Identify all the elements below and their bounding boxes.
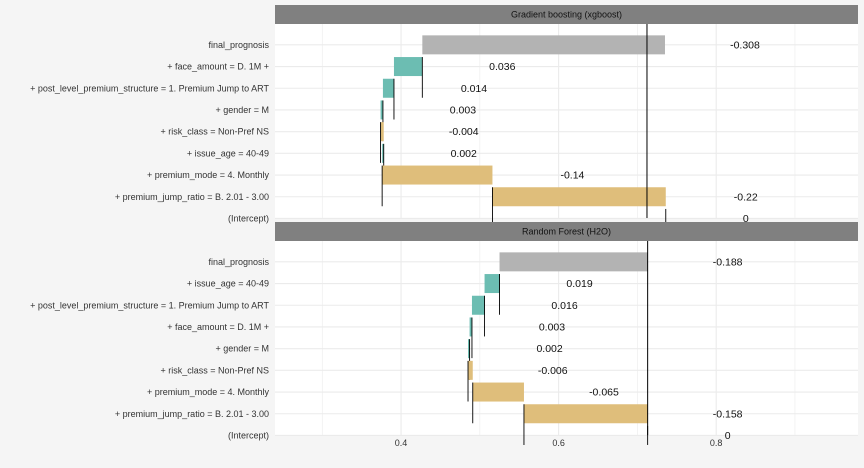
bar-prediction bbox=[422, 35, 665, 55]
row-label: (Intercept) bbox=[228, 213, 269, 223]
row-label: + gender = M bbox=[215, 344, 269, 354]
value-label: -0.158 bbox=[713, 408, 743, 420]
value-label: -0.004 bbox=[449, 126, 479, 138]
value-label: 0.003 bbox=[539, 321, 565, 333]
row-label: + face_amount = D. 1M + bbox=[167, 62, 269, 72]
row-label: final_prognosis bbox=[208, 257, 269, 267]
panel-background bbox=[275, 24, 858, 218]
bar-prediction bbox=[499, 252, 648, 272]
bar-negative bbox=[468, 360, 473, 380]
row-label: + post_level_premium_structure = 1. Prem… bbox=[30, 300, 269, 310]
value-label: 0.002 bbox=[451, 148, 477, 160]
bar-positive bbox=[382, 78, 394, 98]
panel-background bbox=[275, 241, 858, 435]
bar-positive bbox=[469, 317, 472, 337]
bar-positive bbox=[484, 274, 500, 294]
panel-title: Gradient boosting (xgboost) bbox=[511, 10, 622, 20]
row-label: final_prognosis bbox=[208, 40, 269, 50]
bar-positive bbox=[468, 339, 470, 359]
bar-negative bbox=[380, 122, 384, 142]
row-label: + post_level_premium_structure = 1. Prem… bbox=[30, 83, 269, 93]
value-label: -0.065 bbox=[589, 387, 619, 399]
value-label: -0.308 bbox=[730, 39, 760, 51]
x-tick-label: 0.8 bbox=[710, 438, 723, 448]
row-label: + face_amount = D. 1M + bbox=[167, 322, 269, 332]
row-label: + premium_mode = 4. Monthly bbox=[147, 170, 270, 180]
row-label: + premium_mode = 4. Monthly bbox=[147, 387, 270, 397]
panel-2: Random Forest (H2O) final_prognosis -0.188… bbox=[30, 222, 858, 445]
value-label: 0.002 bbox=[536, 343, 562, 355]
x-tick-label: 0.4 bbox=[395, 438, 408, 448]
value-label: 0.019 bbox=[566, 278, 592, 290]
row-label: + risk_class = Non-Pref NS bbox=[160, 365, 269, 375]
row-label: (Intercept) bbox=[228, 430, 269, 440]
bar-positive bbox=[471, 295, 485, 315]
value-label: 0.036 bbox=[489, 61, 515, 73]
panel-strip bbox=[275, 5, 858, 24]
panel-title: Random Forest (H2O) bbox=[522, 227, 611, 237]
row-label: + risk_class = Non-Pref NS bbox=[160, 127, 269, 137]
value-label: -0.14 bbox=[560, 170, 584, 182]
bar-negative bbox=[492, 187, 666, 207]
value-label: 0.016 bbox=[551, 300, 577, 312]
row-label: + premium_jump_ratio = B. 2.01 - 3.00 bbox=[115, 192, 269, 202]
row-label: + issue_age = 40-49 bbox=[187, 279, 269, 289]
bar-positive bbox=[380, 100, 383, 120]
row-label: + gender = M bbox=[215, 105, 269, 115]
panel-1: Gradient boosting (xgboost) final_prognos… bbox=[30, 5, 858, 228]
bar-negative bbox=[382, 165, 493, 185]
bar-positive bbox=[393, 57, 423, 77]
value-label: 0 bbox=[743, 213, 749, 225]
row-label: + issue_age = 40-49 bbox=[187, 148, 269, 158]
value-label: -0.188 bbox=[713, 256, 743, 268]
panel-strip bbox=[275, 222, 858, 241]
value-label: -0.22 bbox=[734, 191, 758, 203]
value-label: -0.006 bbox=[538, 365, 568, 377]
x-tick-label: 0.6 bbox=[552, 438, 565, 448]
bar-positive bbox=[382, 143, 384, 163]
value-label: 0.014 bbox=[461, 83, 487, 95]
bar-negative bbox=[472, 382, 524, 402]
row-label: + premium_jump_ratio = B. 2.01 - 3.00 bbox=[115, 409, 269, 419]
value-label: 0 bbox=[725, 430, 731, 442]
bar-negative bbox=[523, 404, 648, 424]
value-label: 0.003 bbox=[450, 104, 476, 116]
